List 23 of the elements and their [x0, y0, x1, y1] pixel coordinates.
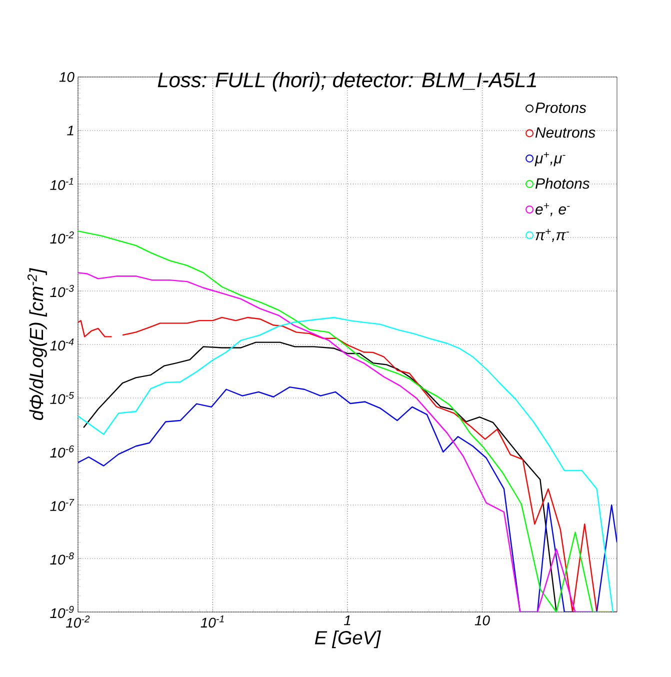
y-tick-label: 1 [67, 126, 74, 136]
y-tick-label: 10$^{-6}$ [50, 445, 74, 458]
legend-label: Neutrons [535, 127, 596, 138]
legend-label: μ$^{+}$,μ$^{-}$ [534, 152, 566, 166]
y-tick-label: 10$^{-1}$ [50, 178, 74, 190]
y-tick-label: 10$^{-5}$ [50, 392, 74, 404]
y-tick-label: 10$^{-4}$ [50, 338, 74, 351]
x-tick-label: 10$^{-1}$ [200, 616, 224, 628]
y-axis-title: dΦ/dLog(E) [cm$^{-2}$] [28, 268, 47, 420]
chart-title: Loss: FULL (hori); detector: BLM_I-A5L1 [158, 72, 536, 92]
y-tick-label: 10$^{-3}$ [50, 284, 74, 298]
y-tick-label: 10$^{-8}$ [50, 552, 74, 565]
legend-label: π$^{+}$,π$^{-}$ [536, 228, 570, 242]
legend-label: Protons [535, 102, 586, 114]
y-tick-label: 10$^{-7}$ [50, 498, 74, 512]
y-tick-label: 10$^{-9}$ [50, 606, 74, 618]
legend-label: e$^{+}$, e$^{-}$ [536, 203, 570, 216]
x-axis-title: E [GeV] [314, 630, 381, 648]
y-tick-label: 10$^{-2}$ [50, 231, 74, 244]
y-tick-label: 10 [59, 72, 74, 82]
legend-label: Photons [535, 178, 590, 189]
x-tick-label: 10 [474, 616, 490, 626]
x-tick-label: 1 [344, 616, 350, 626]
